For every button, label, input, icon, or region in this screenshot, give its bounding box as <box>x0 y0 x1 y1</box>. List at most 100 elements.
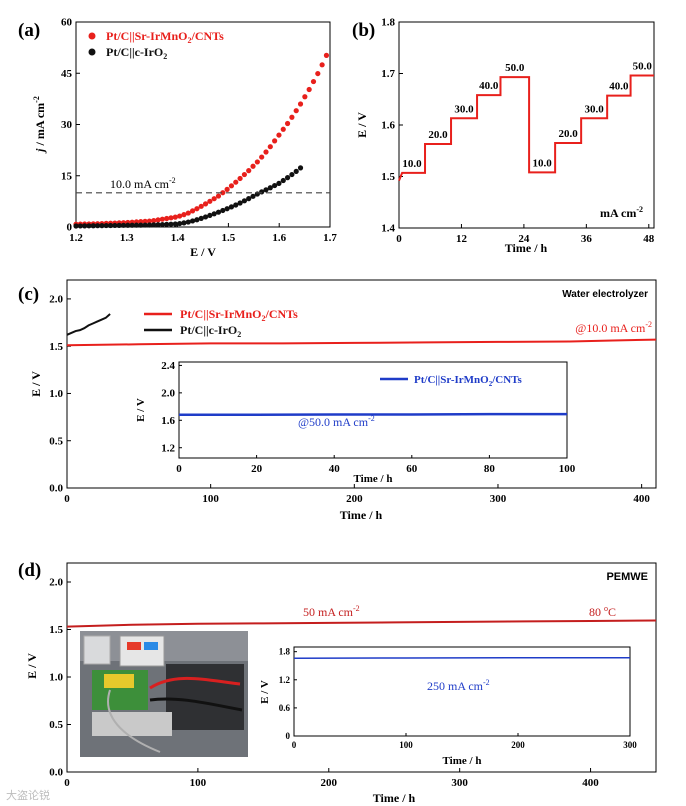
panel-a-point-black <box>202 214 209 220</box>
panel-a-point-black <box>99 223 105 229</box>
panel-c-ylabel: E / V <box>29 371 43 397</box>
panel-d-photo <box>80 631 248 757</box>
panel-a-point-black <box>211 211 217 217</box>
panel-b-frame <box>398 21 655 229</box>
panel-d-ytick-label: 1.5 <box>49 624 63 636</box>
panel-b-xlabel: Time / h <box>505 241 548 255</box>
panel-a-legend-label-black: Pt/C||c-IrO2 <box>106 45 167 61</box>
panel-a-point-black <box>215 209 222 215</box>
panel-c-xtick-label: 100 <box>202 493 219 505</box>
panel-c-inset-xtick-label: 20 <box>251 463 263 475</box>
panel-b-step-label: 30.0 <box>454 103 474 115</box>
panel-a-point-red <box>297 101 304 107</box>
panel-a-point-red <box>310 78 317 85</box>
panel-a-legend-marker-black <box>88 48 96 56</box>
photo-display-blue <box>144 642 158 650</box>
panel-c-ytick-label: 0.5 <box>49 435 63 447</box>
panel-c-xtick-label: 0 <box>64 493 70 505</box>
panel-a-ytick-label: 45 <box>61 68 73 80</box>
panel-b-step-label: 10.0 <box>402 158 422 170</box>
panel-a-point-red <box>168 215 174 221</box>
panel-a-xtick-label: 1.7 <box>323 232 337 244</box>
panel-d-ylabel: E / V <box>25 653 39 679</box>
panel-d-inset-ylabel: E / V <box>259 680 271 704</box>
panel-b-step-label: 30.0 <box>585 103 605 115</box>
panel-b-ytick-label: 1.4 <box>381 223 395 235</box>
panel-b-step-label: 20.0 <box>428 129 448 141</box>
panel-a-point-red <box>215 193 222 199</box>
panel-a-point-black <box>90 223 96 229</box>
panel-a-point-black <box>129 222 135 228</box>
photo-heater-plate <box>166 664 244 730</box>
panel-d-series-red <box>66 619 657 628</box>
panel-a-point-black <box>233 202 239 208</box>
panel-b-xtick-label: 24 <box>518 233 530 245</box>
panel-a-xtick-label: 1.2 <box>69 232 83 244</box>
panel-a-point-black <box>73 223 79 229</box>
panel-c-inset-ytick-label: 2.0 <box>161 388 175 400</box>
panel-a-point-black <box>168 221 174 227</box>
photo-wire-black <box>149 697 243 712</box>
panel-d-xtick-label: 100 <box>190 777 207 789</box>
panel-a-point-red <box>263 149 269 155</box>
panel-c-legend-label-black: Pt/C||c-IrO2 <box>180 323 241 339</box>
panel-b-chart: 0 12 24 36 48 1.4 1.5 1.6 1.7 1.8 10.0 20.0 30.0 40.… <box>355 17 655 255</box>
photo-potentiostat <box>119 635 165 667</box>
photo-base <box>92 712 172 736</box>
panel-d-xlabel: Time / h <box>373 791 416 805</box>
panel-c-inset-ytick-label: 1.2 <box>161 442 175 454</box>
panel-b-step-label: 40.0 <box>609 81 629 93</box>
panel-b-xtick-label: 36 <box>581 233 593 245</box>
panel-a-xlabel: E / V <box>190 245 216 259</box>
panel-c-inset-frame <box>178 361 568 459</box>
panel-c-inset-ylabel: E / V <box>135 398 147 422</box>
panel-b-ytick-label: 1.6 <box>381 120 395 132</box>
panel-a-point-black <box>138 222 144 228</box>
panel-a-point-red <box>177 213 183 219</box>
panel-a-point-red <box>198 203 204 209</box>
panel-label-c: (c) <box>18 284 39 305</box>
panel-a-point-red <box>155 217 161 223</box>
panel-d-frame <box>66 562 657 773</box>
panel-b-ytick-label: 1.8 <box>381 17 395 29</box>
panel-a-point-black <box>82 223 88 229</box>
panel-a-ytick-label: 30 <box>61 119 73 131</box>
panel-a-point-black <box>272 182 278 189</box>
panel-b-step-label: 40.0 <box>479 80 499 92</box>
panel-a-point-black <box>250 193 256 199</box>
panel-a-point-black <box>207 212 213 219</box>
panel-a-point-red <box>164 215 170 222</box>
panel-a-point-black <box>224 206 230 212</box>
panel-d-inset-xtick-label: 0 <box>292 740 297 750</box>
panel-c-ytick-label: 0.0 <box>49 483 63 495</box>
panel-a-point-black <box>120 222 127 228</box>
panel-a-point-red <box>276 132 282 138</box>
panel-c-legend-label-red: Pt/C||Sr-IrMnO2/CNTs <box>180 307 298 323</box>
panel-d-inset-frame <box>293 646 631 737</box>
panel-a-xtick-label: 1.4 <box>171 232 185 244</box>
panel-a-point-black <box>86 223 92 229</box>
panel-d-inset-xtick-label: 100 <box>399 740 413 750</box>
panel-d-annotation: 50 mA cm-2 <box>303 604 360 619</box>
panel-a-point-red <box>302 94 308 100</box>
panel-d-inset-xtick-label: 200 <box>511 740 525 750</box>
panel-label-b: (b) <box>352 20 375 41</box>
panel-c-inset-legend-label: Pt/C||Sr-IrMnO2/CNTs <box>414 374 522 388</box>
panel-a-point-black <box>142 222 148 228</box>
panel-a-point-red <box>181 212 187 218</box>
panel-a-point-black <box>237 200 243 206</box>
panel-c-inset-ytick-label: 1.6 <box>161 415 175 427</box>
panel-b-series-line <box>398 74 654 181</box>
panel-c-xtick-label: 300 <box>490 493 507 505</box>
panel-c-inset-xtick-label: 80 <box>484 463 496 475</box>
panel-a-ytick-label: 0 <box>67 222 73 234</box>
panel-a-point-black <box>146 222 153 228</box>
panel-d-ytick-label: 2.0 <box>49 577 63 589</box>
panel-a-point-red <box>315 70 321 77</box>
panel-b-step-label: 50.0 <box>633 61 653 73</box>
panel-a-point-black <box>241 198 248 204</box>
panel-a-point-red <box>159 216 165 222</box>
panel-a-legend-marker-red <box>88 32 96 40</box>
